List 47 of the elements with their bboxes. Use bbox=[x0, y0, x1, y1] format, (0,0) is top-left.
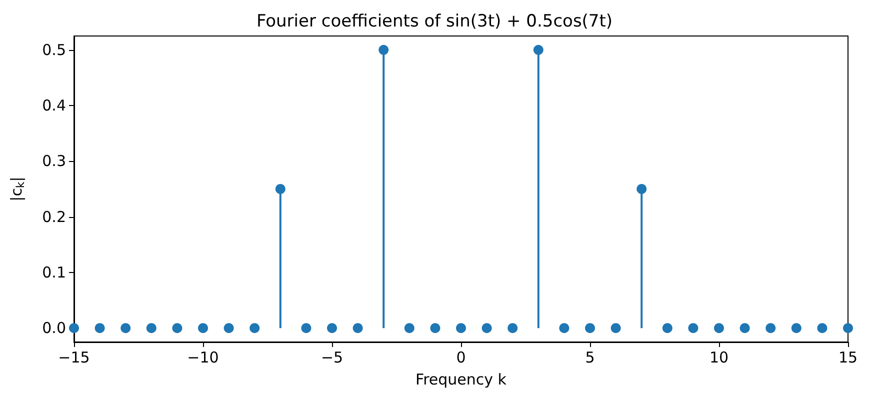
point bbox=[740, 323, 750, 334]
x-tick-label: 15 bbox=[838, 348, 858, 366]
point bbox=[791, 323, 802, 334]
point bbox=[508, 323, 518, 334]
point bbox=[198, 323, 208, 334]
x-tick-label: 0 bbox=[456, 348, 466, 366]
chart-title: Fourier coefficients of sin(3t) + 0.5cos(7t) bbox=[256, 12, 613, 32]
point bbox=[559, 323, 570, 334]
point bbox=[456, 323, 466, 334]
point bbox=[766, 323, 776, 334]
point bbox=[482, 323, 492, 334]
point bbox=[327, 323, 337, 334]
point bbox=[585, 323, 595, 334]
point bbox=[120, 323, 131, 334]
point bbox=[146, 323, 156, 334]
point bbox=[636, 184, 647, 194]
point bbox=[714, 323, 724, 334]
point bbox=[430, 323, 440, 334]
x-tick-label: −15 bbox=[58, 348, 90, 366]
point bbox=[250, 323, 260, 334]
y-tick-label: 0.4 bbox=[42, 96, 66, 115]
point bbox=[688, 323, 698, 334]
point bbox=[843, 323, 853, 334]
y-axis-title: |ck| bbox=[8, 176, 27, 202]
point bbox=[817, 323, 828, 334]
x-tick-label: 10 bbox=[709, 348, 729, 366]
point bbox=[69, 323, 79, 334]
x-tick-label: −5 bbox=[320, 348, 344, 366]
x-tick-label: 5 bbox=[585, 348, 595, 366]
point bbox=[275, 184, 286, 194]
x-axis-title: Frequency k bbox=[416, 370, 507, 388]
point bbox=[352, 323, 363, 334]
point bbox=[662, 323, 672, 334]
point bbox=[404, 323, 414, 334]
point bbox=[94, 323, 105, 334]
y-tick-label: 0.5 bbox=[42, 40, 66, 59]
y-tick-label: 0.2 bbox=[42, 208, 66, 226]
point bbox=[378, 44, 389, 55]
point bbox=[610, 323, 621, 334]
y-tick-label: 0.0 bbox=[42, 319, 66, 338]
point bbox=[224, 323, 234, 334]
x-tick-label: −10 bbox=[187, 348, 219, 366]
y-tick-label: 0.1 bbox=[42, 263, 66, 282]
point bbox=[172, 323, 182, 334]
y-tick-label: 0.3 bbox=[42, 152, 66, 170]
point bbox=[533, 44, 544, 55]
point bbox=[301, 323, 312, 334]
